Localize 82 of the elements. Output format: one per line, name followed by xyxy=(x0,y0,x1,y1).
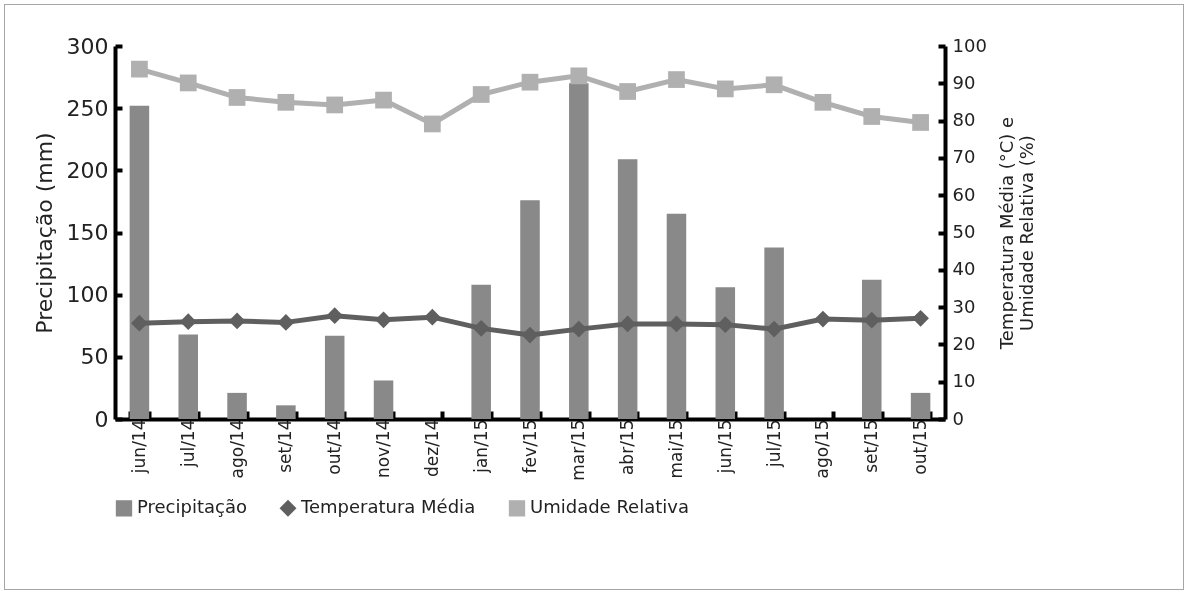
x-tick-label: jun/14 xyxy=(128,419,149,475)
x-tick-label: jul/14 xyxy=(177,419,198,469)
point xyxy=(814,93,832,111)
y-tick-label: 0 xyxy=(94,406,109,432)
y2-tick-label: 90 xyxy=(952,71,976,93)
x-tick-label: jun/15 xyxy=(714,419,735,475)
x-tick-label: out/14 xyxy=(324,419,345,475)
x-tick-label: set/15 xyxy=(861,419,882,473)
bar xyxy=(569,83,589,419)
point xyxy=(277,314,295,331)
point xyxy=(228,312,246,330)
y2-tick-label: 60 xyxy=(952,183,976,205)
x-tick-label: dez/14 xyxy=(421,419,442,478)
y2-tick-label: 30 xyxy=(952,295,976,317)
y2-tick-label: 20 xyxy=(952,332,976,354)
bar xyxy=(520,200,540,419)
y2-tick-label: 80 xyxy=(952,109,976,131)
point xyxy=(423,115,441,133)
legend-label: Temperatura Média xyxy=(300,496,476,518)
y-tick-label: 100 xyxy=(66,282,109,308)
bar xyxy=(373,380,394,419)
y-tick-label: 200 xyxy=(66,157,109,183)
x-tick-label: jul/15 xyxy=(763,419,784,469)
y-tick-label: 150 xyxy=(66,220,109,245)
y2-tick-label: 70 xyxy=(952,146,976,168)
point xyxy=(472,319,490,337)
y-tick-label: 50 xyxy=(80,344,109,370)
y2-tick-label: 0 xyxy=(952,407,964,429)
bar xyxy=(324,335,345,419)
x-tick-label: set/14 xyxy=(275,419,296,473)
point xyxy=(765,76,783,94)
bar xyxy=(471,284,491,419)
point xyxy=(228,89,246,106)
bar xyxy=(862,279,882,419)
y-tick-label: 250 xyxy=(66,95,109,121)
x-tick-label: fev/15 xyxy=(519,419,540,474)
point xyxy=(912,309,929,327)
x-tick-label: abr/15 xyxy=(617,419,638,476)
x-tick-label: nov/14 xyxy=(373,419,394,479)
x-tick-label: out/15 xyxy=(910,419,931,475)
point xyxy=(521,326,539,344)
x-tick-label: mar/15 xyxy=(568,419,589,481)
y-axis-title: Precipitação (mm) xyxy=(31,132,57,334)
point xyxy=(326,96,344,114)
point xyxy=(375,311,392,329)
bar xyxy=(764,247,784,419)
point xyxy=(716,80,734,98)
bar xyxy=(129,105,150,419)
bar xyxy=(666,213,687,419)
x-tick-label: ago/15 xyxy=(812,419,833,479)
point xyxy=(668,71,685,88)
point xyxy=(912,114,929,131)
point xyxy=(131,314,148,332)
point xyxy=(521,73,539,91)
bar xyxy=(910,392,931,419)
x-tick-label: mai/15 xyxy=(665,419,686,479)
legend-label: Umidade Relativa xyxy=(530,496,689,518)
y2-tick-label: 100 xyxy=(952,34,987,56)
y2-tick-label: 40 xyxy=(952,258,976,280)
point xyxy=(179,74,197,92)
point xyxy=(863,108,881,125)
point xyxy=(570,67,588,85)
point xyxy=(375,91,392,109)
bar xyxy=(178,334,198,419)
point xyxy=(668,315,685,333)
bar xyxy=(617,159,638,419)
x-tick-label: jan/15 xyxy=(470,419,491,474)
x-tick-label: ago/14 xyxy=(226,419,247,479)
point xyxy=(131,60,148,78)
legend-label: Precipitação xyxy=(137,496,247,518)
y-tick-label: 300 xyxy=(66,33,109,59)
point xyxy=(472,86,490,103)
point xyxy=(277,93,295,111)
y2-tick-label: 10 xyxy=(952,370,976,392)
y2-axis-title: Temperatura Média (°C) e Umidade Relativa (%) xyxy=(995,116,1037,351)
point xyxy=(619,83,637,100)
point xyxy=(326,307,344,325)
point xyxy=(570,320,588,338)
bar xyxy=(715,287,736,419)
point xyxy=(179,313,197,331)
bar xyxy=(227,392,247,419)
y2-tick-label: 50 xyxy=(952,221,976,242)
